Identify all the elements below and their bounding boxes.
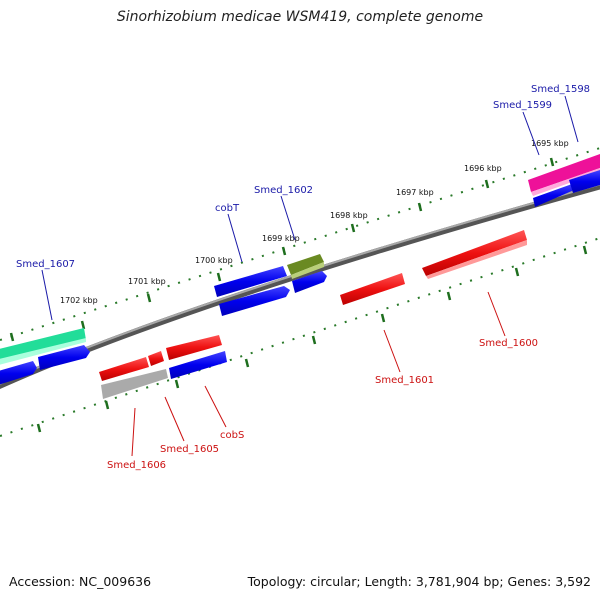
gene-smed-1607[interactable]	[0, 328, 86, 366]
gene-label-cobT[interactable]: cobT	[215, 203, 240, 214]
reverse-leader-lines	[131, 291, 506, 457]
tick-label-1701: 1701 kbp	[128, 277, 166, 286]
gene-label-smed-1607[interactable]: Smed_1607	[16, 259, 75, 270]
forward-major-ticks	[9, 157, 555, 342]
gene-smed-1605[interactable]	[148, 351, 164, 366]
gene-smed-1604[interactable]	[219, 286, 290, 316]
tick-label-1695: 1695 kbp	[531, 139, 569, 148]
gene-label-smed-1606[interactable]: Smed_1606	[107, 460, 166, 471]
forward-leader-lines	[41, 95, 579, 321]
tick-label-1698: 1698 kbp	[330, 211, 368, 220]
gene-cobS[interactable]	[166, 335, 222, 360]
gene-label-smed-1601[interactable]: Smed_1601	[375, 375, 434, 386]
tick-label-1702: 1702 kbp	[60, 296, 98, 305]
tick-label-1699: 1699 kbp	[262, 234, 300, 243]
gene-label-smed-1600[interactable]: Smed_1600	[479, 338, 538, 349]
gene-smed-1608[interactable]	[0, 345, 90, 386]
gene-smed-1603[interactable]	[292, 271, 327, 293]
gene-smed-1606[interactable]	[99, 357, 168, 399]
map-title: Sinorhizobium medicae WSM419, complete g…	[116, 9, 484, 25]
gene-smed-1601[interactable]	[340, 273, 405, 305]
gene-label-smed-1602[interactable]: Smed_1602	[254, 185, 313, 196]
gene-label-smed-1605[interactable]: Smed_1605	[160, 444, 219, 455]
gene-cobS-lower[interactable]	[169, 351, 227, 379]
tick-label-1696: 1696 kbp	[464, 164, 502, 173]
gene-cobT[interactable]	[214, 266, 287, 297]
tick-label-1700: 1700 kbp	[195, 256, 233, 265]
tick-label-1697: 1697 kbp	[396, 188, 434, 197]
gene-smed-1600[interactable]	[422, 230, 527, 279]
gene-smed-1598[interactable]	[528, 154, 600, 196]
gene-label-cobS[interactable]: cobS	[220, 430, 244, 441]
gene-label-smed-1598[interactable]: Smed_1598	[531, 84, 590, 95]
genome-summary: Topology: circular; Length: 3,781,904 bp…	[247, 574, 591, 589]
gene-label-smed-1599[interactable]: Smed_1599	[493, 100, 552, 111]
reverse-major-ticks	[36, 245, 588, 433]
accession-label: Accession: NC_009636	[9, 574, 152, 589]
gene-smed-1599[interactable]	[533, 170, 600, 207]
gene-smed-1602[interactable]	[287, 254, 324, 279]
